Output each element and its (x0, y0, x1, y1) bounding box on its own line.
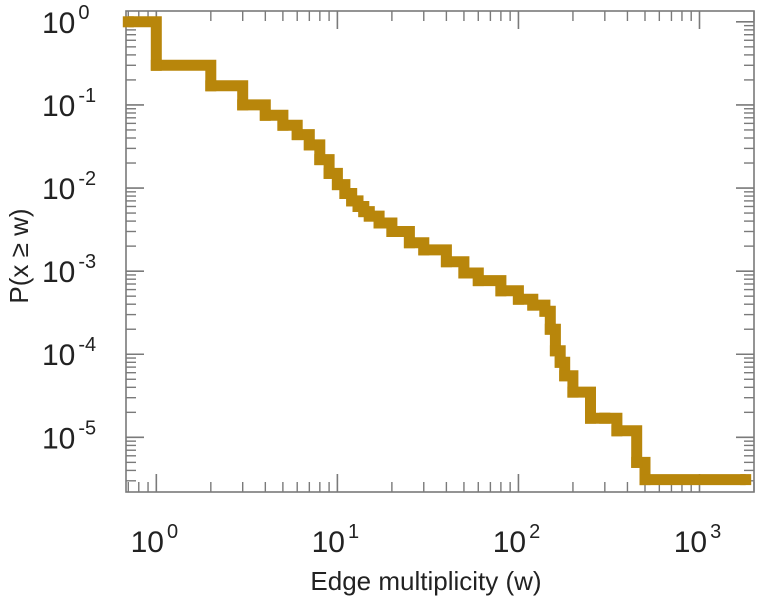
series-point (599, 412, 611, 424)
y-axis-title: P(x ≥ w) (4, 208, 34, 303)
series-point (386, 226, 398, 237)
series-line (128, 16, 746, 486)
series-point (512, 293, 524, 305)
series-point (352, 201, 364, 212)
series-point (339, 188, 351, 199)
series-point (567, 386, 579, 398)
x-tick-label: 10 3 (674, 521, 722, 559)
series-point (539, 305, 551, 317)
series-point (237, 99, 249, 111)
x-tick-label: 10 1 (312, 521, 360, 559)
y-tick-label: 10 -5 (42, 417, 96, 455)
minor-ticks (126, 11, 755, 492)
plot-frame (125, 10, 755, 493)
series-point (440, 256, 452, 268)
series-point (122, 16, 134, 28)
x-axis-title: Edge multiplicity (w) (310, 566, 541, 596)
series-point (458, 267, 470, 279)
series-point (559, 370, 571, 382)
x-tick-labels: 10 0 10 1 10 2 10 3 (131, 521, 722, 559)
series-point (150, 59, 162, 71)
series-point (495, 285, 507, 297)
series-point (323, 167, 335, 179)
series-point (585, 412, 596, 424)
y-tick-label: 10 -2 (42, 168, 96, 206)
series-point (331, 179, 343, 191)
y-tick-label: 10 -1 (42, 85, 96, 123)
series-point (373, 217, 385, 229)
series-point (403, 237, 415, 249)
x-tick-label: 10 2 (493, 521, 541, 559)
series-point (259, 109, 271, 121)
y-tick-label: 10 0 (42, 2, 90, 40)
series-point (554, 356, 566, 368)
x-tick-label: 10 0 (131, 521, 179, 559)
series-point (418, 244, 430, 256)
series-point (639, 474, 651, 486)
series-point (314, 154, 326, 166)
series-point (472, 275, 484, 287)
major-ticks (126, 11, 754, 492)
series-point (611, 425, 623, 437)
series-point (205, 80, 217, 92)
y-tick-label: 10 -4 (42, 334, 96, 372)
series-point (631, 456, 643, 468)
series-point (346, 195, 358, 207)
series-point (277, 119, 289, 131)
y-tick-label: 10 -3 (42, 251, 96, 289)
series-point (303, 139, 315, 151)
series-point (549, 345, 561, 357)
series-point (740, 474, 752, 486)
series-point (527, 299, 539, 311)
series-point (544, 323, 556, 335)
series-point (291, 129, 303, 141)
series-group (122, 16, 752, 486)
series-point (363, 210, 375, 222)
